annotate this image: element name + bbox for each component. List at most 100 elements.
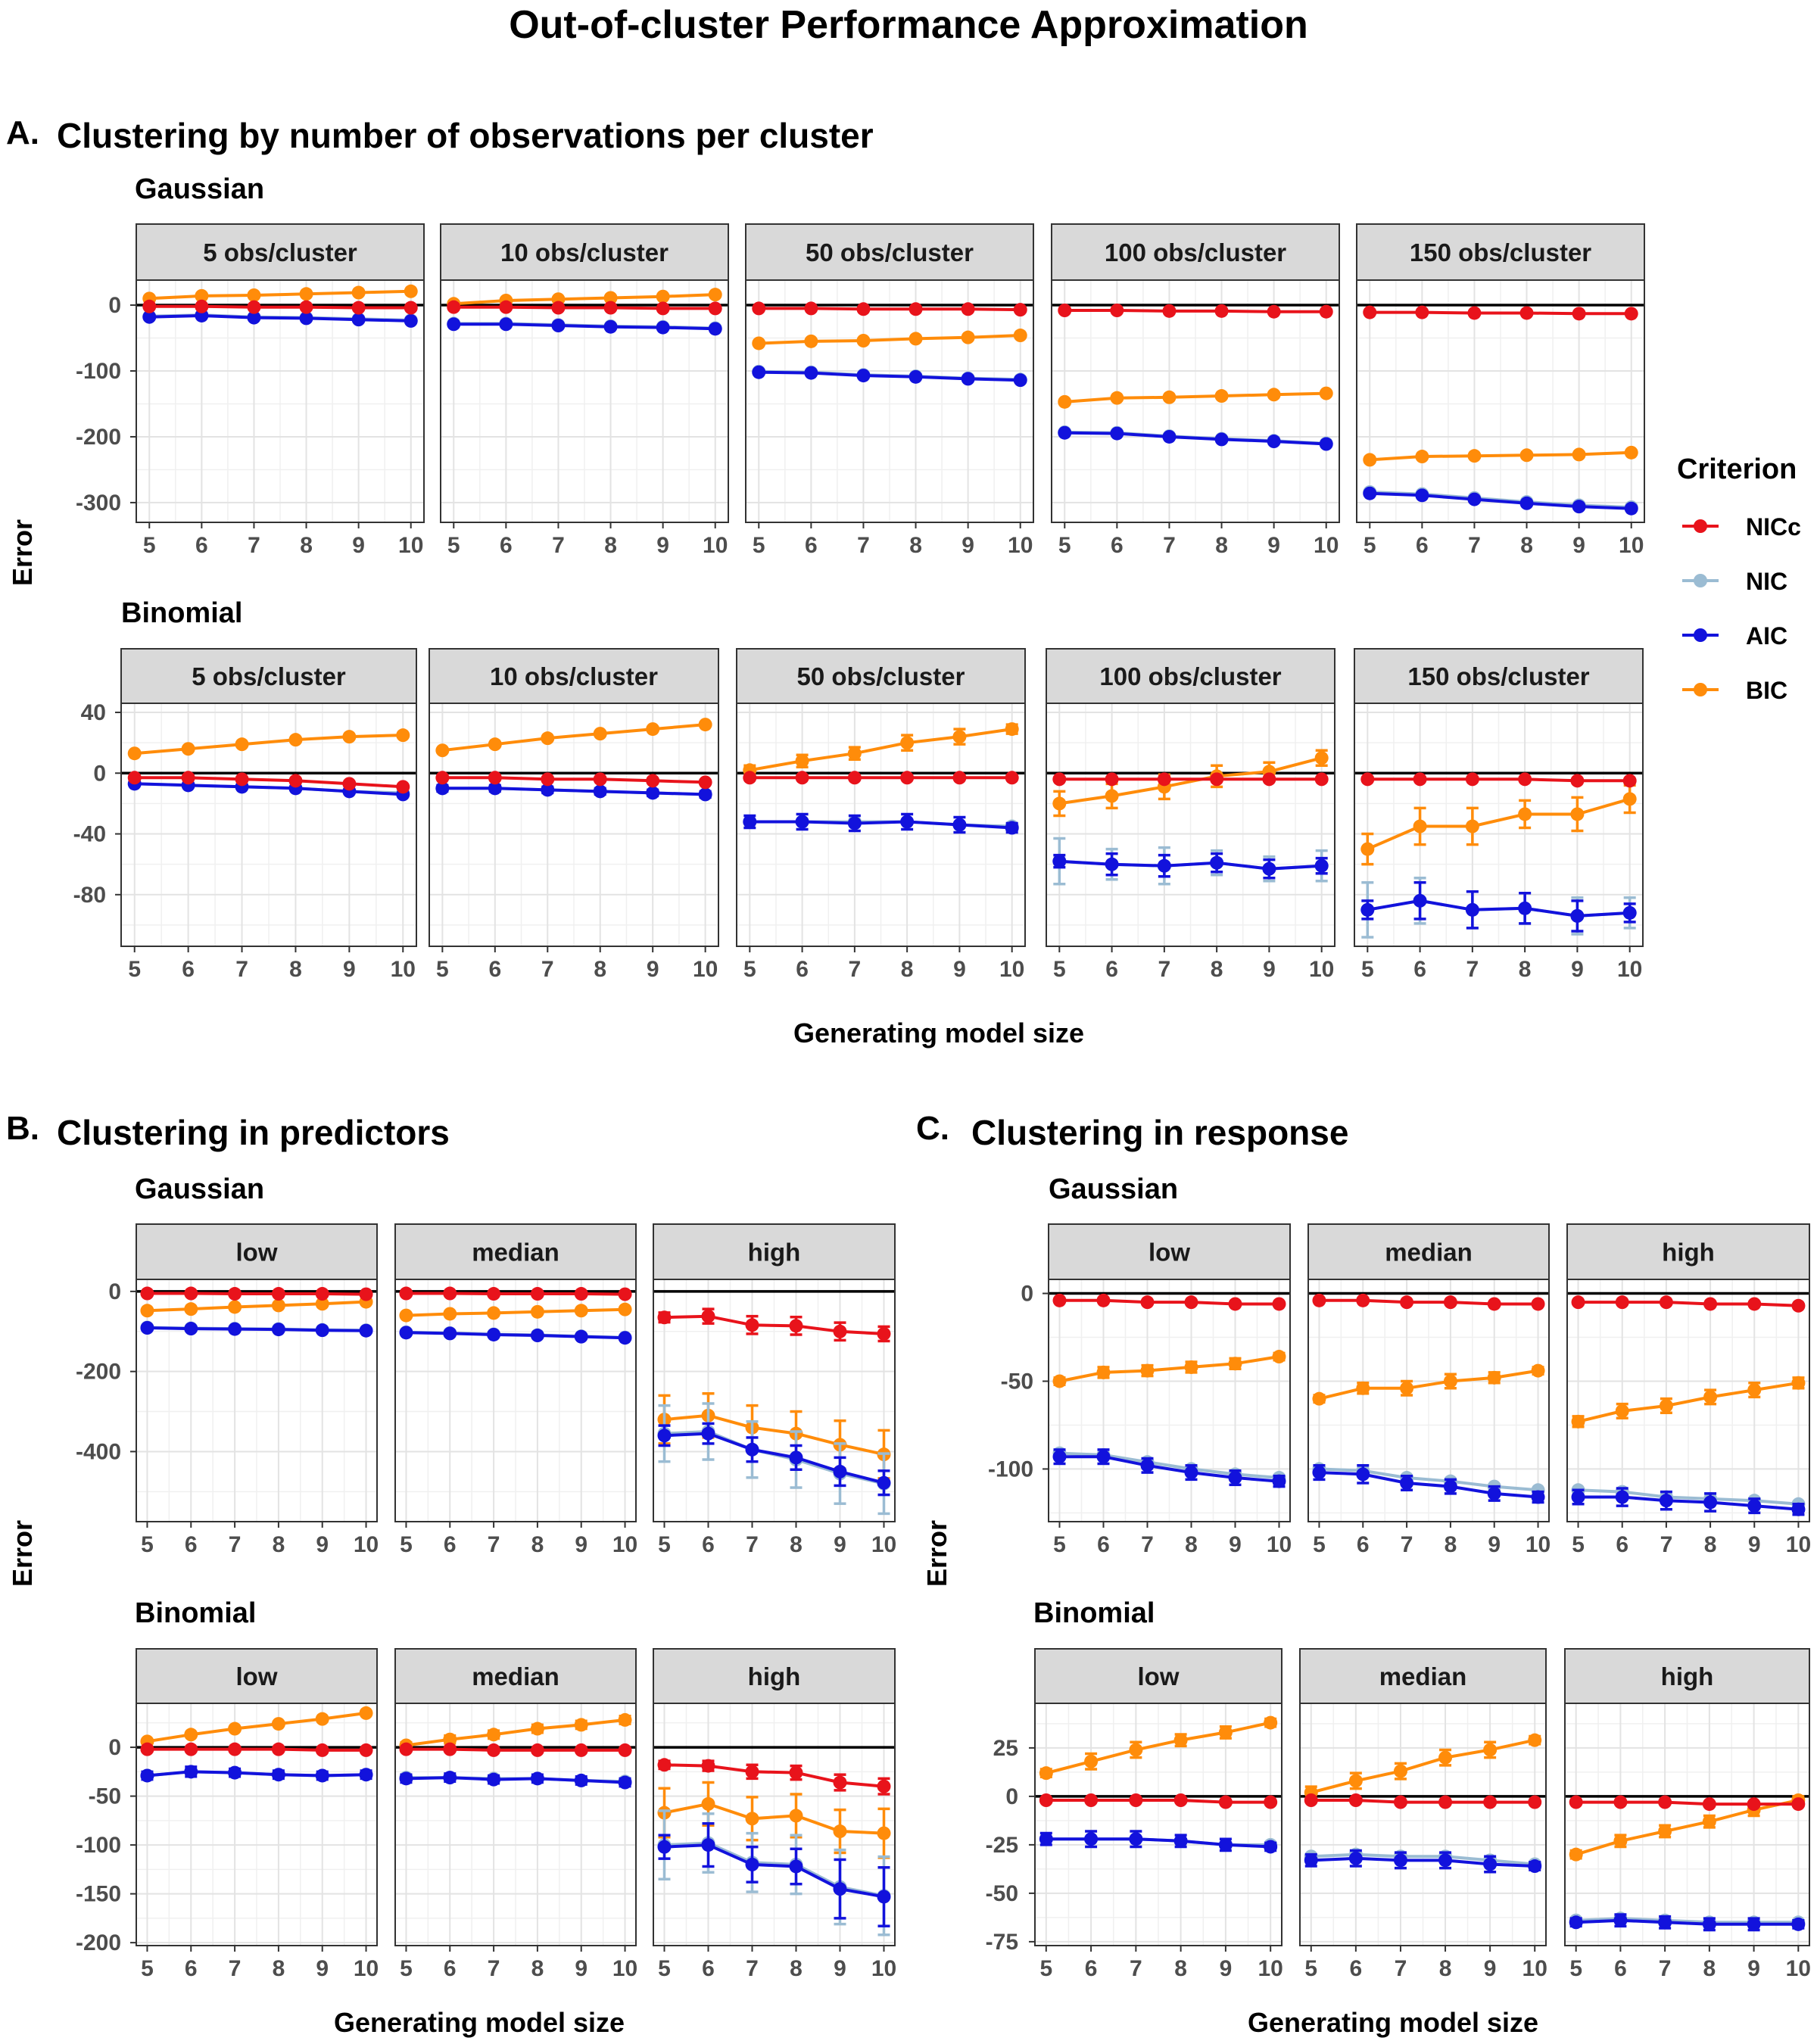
data-point xyxy=(228,1322,242,1336)
data-point xyxy=(359,1743,373,1757)
series-line xyxy=(149,304,411,310)
series-bic xyxy=(140,1706,373,1749)
data-point xyxy=(315,1323,329,1338)
series-line xyxy=(1059,756,1323,805)
panel-border xyxy=(136,1279,378,1522)
y-tick-label: -40 xyxy=(73,822,106,847)
x-tick-label: 5 xyxy=(447,533,460,558)
data-point xyxy=(1218,1837,1233,1852)
data-point xyxy=(908,332,923,346)
series-nicc xyxy=(1058,304,1333,319)
panel: low 5 6 7 8 9 10 0 -50 -100 xyxy=(988,1223,1292,1557)
series-bic xyxy=(752,329,1027,351)
data-point xyxy=(541,783,555,797)
x-tick-label: 5 xyxy=(1058,533,1071,558)
data-point xyxy=(184,1302,198,1316)
series-line xyxy=(1046,1837,1271,1849)
x-tick-label: 7 xyxy=(552,533,565,558)
panel-border xyxy=(120,703,417,947)
data-point xyxy=(1312,1391,1326,1406)
x-tick-label: 10 xyxy=(1267,1532,1292,1557)
family-label: Binomial xyxy=(1033,1597,1155,1629)
panel: low 5 6 7 8 9 10 0 -50 -100 -150 -200 xyxy=(76,1648,379,1981)
series-line xyxy=(664,1413,884,1457)
data-point xyxy=(603,291,618,305)
data-point xyxy=(698,775,712,790)
data-point xyxy=(127,771,142,785)
x-tick-label: 7 xyxy=(1158,957,1171,982)
data-point xyxy=(1531,1490,1545,1504)
y-tick-label: -100 xyxy=(76,1833,121,1858)
x-tick-label: 9 xyxy=(1571,957,1584,982)
series-nicc xyxy=(127,771,410,794)
series-bic xyxy=(140,1295,373,1318)
series-line xyxy=(134,776,404,789)
section-b-title: Clustering in predictors xyxy=(57,1113,450,1152)
legend-label-nicc: NICc xyxy=(1746,513,1801,541)
panel: 10 obs/cluster 5 6 7 8 9 10 xyxy=(440,223,729,558)
data-point xyxy=(618,1712,632,1727)
data-point xyxy=(1312,1466,1326,1480)
x-tick-label: 6 xyxy=(1350,1956,1363,1981)
x-tick-label: 6 xyxy=(185,1532,198,1557)
data-point xyxy=(530,1743,544,1757)
data-point xyxy=(315,1297,329,1311)
data-point xyxy=(551,319,566,332)
panel-strip-label: low xyxy=(236,1239,278,1267)
series-line xyxy=(664,1841,884,1898)
series-line xyxy=(406,1776,625,1784)
data-point xyxy=(1096,1293,1111,1307)
data-point xyxy=(235,772,249,787)
series-aic xyxy=(657,1821,891,1927)
data-point xyxy=(1413,819,1427,833)
data-point xyxy=(1272,1474,1286,1488)
x-tick-label: 6 xyxy=(1105,957,1118,982)
x-tick-label: 7 xyxy=(1401,1532,1413,1557)
series-aic xyxy=(1363,486,1638,516)
data-point xyxy=(877,1475,891,1490)
series-aic xyxy=(1304,1849,1542,1874)
series-aic xyxy=(1312,1464,1545,1504)
series-line xyxy=(1370,491,1632,510)
panel-border xyxy=(1307,1279,1550,1522)
data-point xyxy=(701,1309,715,1323)
x-tick-label: 9 xyxy=(1747,1956,1760,1981)
data-point xyxy=(1572,447,1586,462)
x-tick-label: 5 xyxy=(1361,957,1374,982)
panel-strip xyxy=(745,223,1034,281)
series-bic xyxy=(1039,1715,1278,1781)
y-tick-label: -400 xyxy=(76,1439,121,1464)
x-tick-label: 9 xyxy=(343,957,356,982)
series-nicc xyxy=(1312,1293,1545,1311)
data-point xyxy=(530,1287,544,1301)
x-tick-label: 6 xyxy=(444,1532,457,1557)
x-tick-label: 6 xyxy=(182,957,195,982)
x-tick-label: 9 xyxy=(316,1956,329,1981)
data-point xyxy=(1570,807,1585,821)
data-point xyxy=(618,1743,632,1757)
data-point xyxy=(618,1287,632,1301)
series-aic xyxy=(140,1321,373,1338)
series-line xyxy=(1311,1799,1535,1804)
data-point xyxy=(701,1759,715,1773)
data-point xyxy=(1157,858,1171,873)
legend-item-bic: BIC xyxy=(1682,677,1787,704)
legend-item-nic: NIC xyxy=(1682,568,1787,595)
section-c-letter: C. xyxy=(916,1110,949,1147)
data-point xyxy=(961,330,975,344)
series-line xyxy=(759,307,1021,312)
x-tick-label: 5 xyxy=(658,1956,671,1981)
data-point xyxy=(1400,1475,1414,1490)
data-point xyxy=(1415,305,1429,319)
data-point xyxy=(359,1287,373,1301)
panel-border xyxy=(745,279,1034,523)
panel-border xyxy=(440,279,729,523)
panel-strip xyxy=(394,1223,637,1280)
legend-label-bic: BIC xyxy=(1746,677,1787,704)
data-point xyxy=(1415,450,1429,464)
x-tick-label: 9 xyxy=(575,1956,587,1981)
data-point xyxy=(1659,1295,1673,1310)
series-line xyxy=(1046,1721,1271,1775)
data-point xyxy=(708,322,722,336)
x-tick-label: 9 xyxy=(316,1532,329,1557)
